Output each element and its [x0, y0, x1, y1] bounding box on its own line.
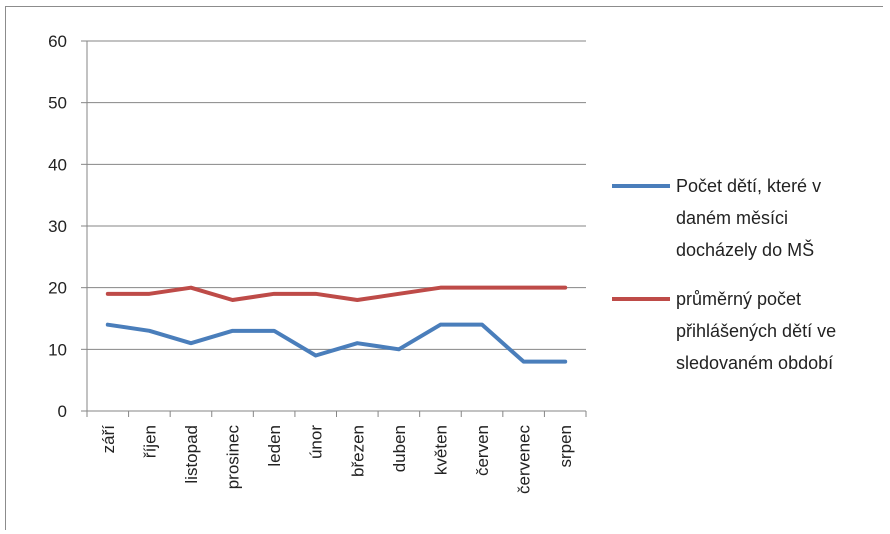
x-axis-ticks: září říjen listopad prosinec leden únor březen…: [99, 425, 575, 494]
legend-label: daném měsíci: [676, 208, 788, 228]
y-tick-label: 30: [48, 217, 67, 236]
legend: Počet dětí, které v daném měsíci docházely…: [612, 176, 836, 373]
x-tick-label: září: [99, 425, 118, 454]
y-axis-ticks: 0 10 20 30 40 50 60: [48, 32, 67, 421]
y-tick-label: 0: [58, 402, 67, 421]
x-tick-label: leden: [265, 425, 284, 467]
x-tick-label: listopad: [182, 425, 201, 484]
x-tick-label: červen: [473, 425, 492, 476]
legend-label: docházely do MŠ: [676, 239, 814, 260]
x-tick-label: říjen: [140, 425, 159, 458]
y-tick-label: 40: [48, 155, 67, 174]
gridlines: [87, 40, 586, 350]
y-tick-label: 60: [48, 32, 67, 51]
x-tick-label: březen: [348, 425, 367, 477]
legend-label: průměrný počet: [676, 289, 801, 309]
x-tick-label: duben: [390, 425, 409, 472]
x-tick-label: srpen: [556, 425, 575, 468]
y-tick-label: 50: [48, 94, 67, 113]
legend-label: Počet dětí, které v: [676, 176, 821, 196]
y-tick-label: 20: [48, 279, 67, 298]
axes: [81, 40, 587, 417]
x-tick-label: květen: [431, 425, 450, 475]
series-line-1: [105, 322, 568, 364]
series-line-2: [105, 285, 568, 302]
chart-frame: [5, 6, 883, 530]
series-lines: [105, 285, 568, 364]
legend-label: sledovaném období: [676, 353, 833, 373]
legend-label: přihlášených dětí ve: [676, 321, 836, 341]
x-tick-label: únor: [307, 425, 326, 459]
y-tick-label: 10: [48, 340, 67, 359]
x-tick-label: prosinec: [224, 425, 243, 490]
x-tick-label: červenec: [515, 425, 534, 494]
